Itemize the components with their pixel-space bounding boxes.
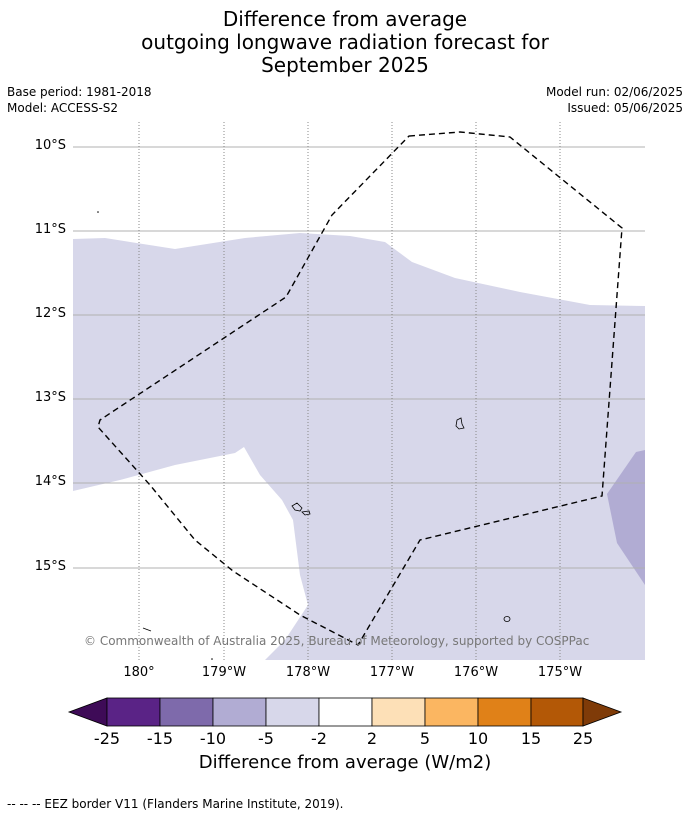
island-dot-nw [97, 211, 99, 213]
colorbar-seg-1 [106, 697, 161, 727]
cb-tick-10: 25 [572, 729, 594, 748]
lat-label-11s: 11°S [34, 222, 66, 237]
title-line-3: September 2025 [261, 53, 429, 77]
lat-label-12s: 12°S [34, 306, 66, 321]
model-name: Model: ACCESS-S2 [7, 101, 119, 115]
lat-label-14s: 14°S [34, 474, 66, 489]
colorbar-seg-6 [371, 697, 426, 727]
island-fragment-west [142, 627, 152, 632]
colorbar-seg-8 [477, 697, 532, 727]
eez-legend-footer: -- -- -- EEZ border V11 (Flanders Marine… [7, 797, 344, 811]
cb-tick-7: 5 [419, 729, 431, 748]
region-light-purple [73, 233, 645, 660]
copyright-text: © Commonwealth of Australia 2025, Bureau… [84, 634, 590, 648]
colorbar-seg-4 [265, 697, 320, 727]
lon-label-178w: 178°W [285, 665, 331, 680]
cb-tick-3: -10 [199, 729, 227, 748]
island-dot-s [211, 658, 213, 660]
cb-tick-6: 2 [366, 729, 378, 748]
eez-border [97, 131, 623, 646]
lon-label-180: 180° [123, 665, 155, 680]
cb-tick-2: -15 [146, 729, 174, 748]
colorbar-seg-7 [424, 697, 479, 727]
model-run: Model run: 02/06/2025 [545, 85, 683, 99]
lat-label-13s: 13°S [34, 390, 66, 405]
cb-tick-1: -25 [93, 729, 121, 748]
lat-label-10s: 10°S [34, 138, 66, 153]
island-wallis [291, 502, 311, 516]
cb-tick-9: 15 [520, 729, 542, 748]
colorbar-seg-9 [530, 697, 584, 727]
cb-tick-5: -2 [311, 729, 327, 748]
colorbar-graphic [67, 697, 623, 727]
island-small-south [503, 616, 511, 622]
title-line-2: outgoing longwave radiation forecast for [141, 30, 549, 54]
meta-right: Model run: 02/06/2025 Issued: 05/06/2025 [546, 84, 683, 116]
colorbar-seg-3 [212, 697, 267, 727]
map-title: Difference from average outgoing longwav… [0, 8, 690, 77]
colorbar-seg-5 [318, 697, 373, 727]
colorbar-extend-low [67, 697, 108, 727]
base-period: Base period: 1981-2018 [7, 85, 152, 99]
cb-tick-4: -5 [258, 729, 274, 748]
meta-left: Base period: 1981-2018 Model: ACCESS-S2 [7, 84, 152, 116]
colorbar-label: Difference from average (W/m2) [198, 752, 492, 773]
lat-label-15s: 15°S [34, 559, 66, 574]
lon-label-177w: 177°W [369, 665, 415, 680]
title-line-1: Difference from average [222, 7, 468, 31]
cb-tick-8: 10 [467, 729, 489, 748]
lon-label-179w: 179°W [201, 665, 247, 680]
lon-label-176w: 176°W [453, 665, 499, 680]
issued-date: Issued: 05/06/2025 [567, 101, 683, 115]
lon-label-175w: 175°W [537, 665, 583, 680]
region-medium-purple [607, 450, 645, 585]
island-swains [455, 417, 465, 430]
colorbar-seg-2 [159, 697, 214, 727]
colorbar-extend-high [582, 697, 623, 727]
